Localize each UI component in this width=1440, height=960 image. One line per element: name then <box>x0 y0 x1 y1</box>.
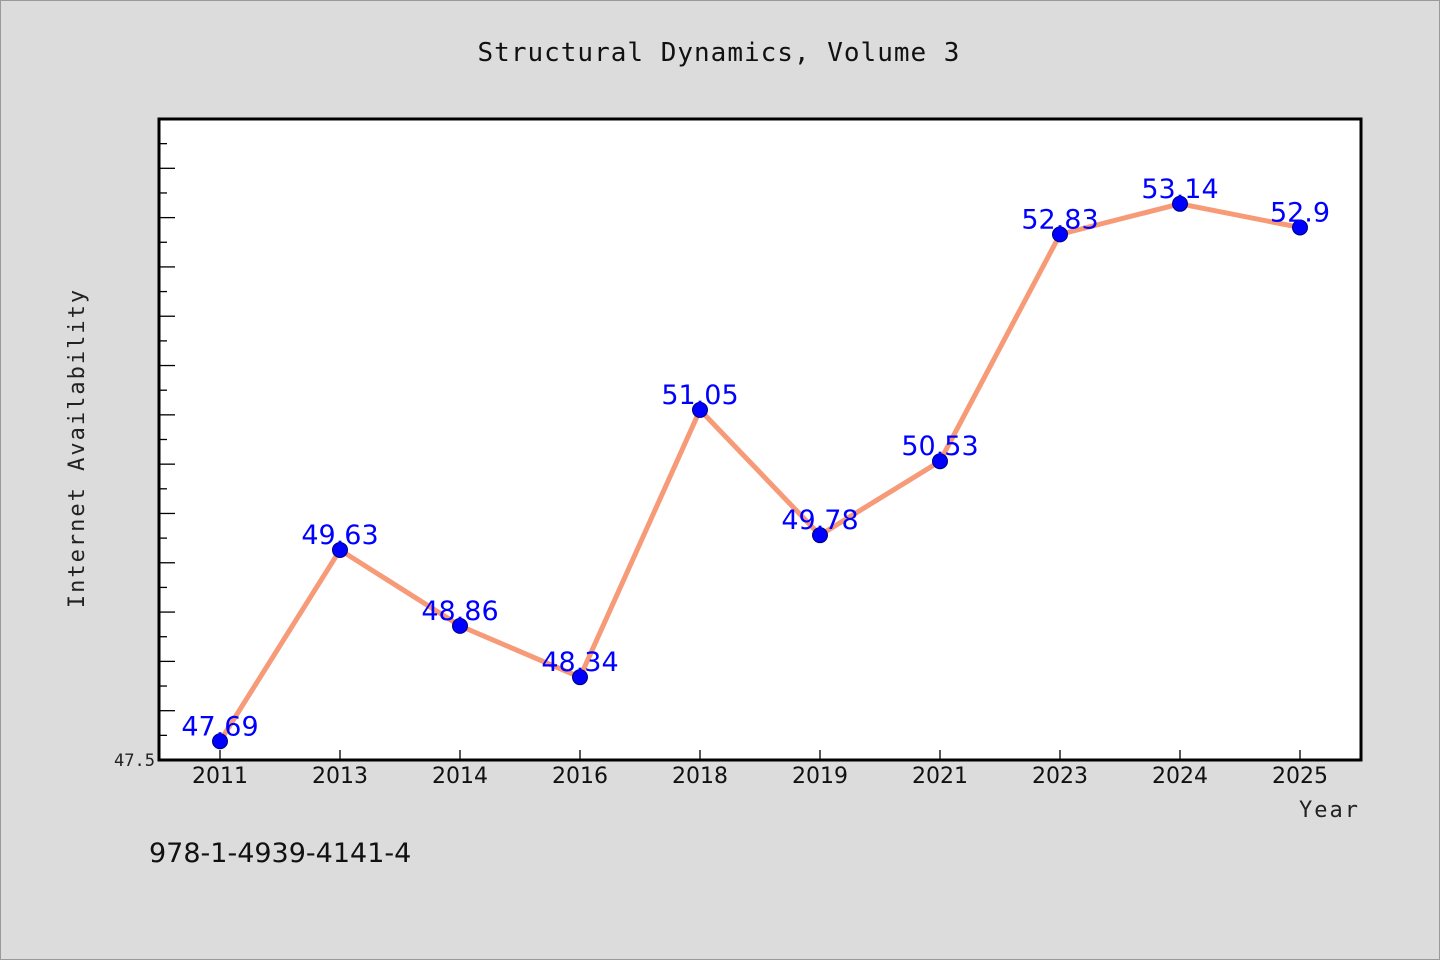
chart-title: Structural Dynamics, Volume 3 <box>478 38 961 68</box>
x-tick-label: 2014 <box>432 764 488 789</box>
x-tick-label: 2011 <box>192 764 248 789</box>
data-point-marker <box>212 733 228 750</box>
y-tick-label: 47.5 <box>114 751 155 771</box>
x-tick-label: 2013 <box>312 764 368 789</box>
y-axis-label: Internet Availability <box>65 288 90 608</box>
data-point-marker <box>932 453 948 470</box>
x-tick-label: 2024 <box>1152 764 1208 789</box>
y-axis-ticks <box>159 118 175 761</box>
x-tick-label: 2018 <box>672 764 728 789</box>
data-point-marker <box>1172 195 1188 212</box>
data-point-marker <box>692 401 708 418</box>
data-point-marker <box>1052 226 1068 243</box>
data-label: 49.78 <box>781 505 858 536</box>
isbn-footer-text: 978-1-4939-4141-4 <box>149 838 411 869</box>
data-point-marker <box>572 669 588 686</box>
data-label: 49.63 <box>301 520 378 551</box>
data-label: 52.83 <box>1021 204 1098 235</box>
x-axis-label: Year <box>1299 798 1360 823</box>
x-tick-label: 2019 <box>792 764 848 789</box>
data-point-marker <box>812 527 828 544</box>
x-tick-label: 2023 <box>1032 764 1088 789</box>
data-label: 53.14 <box>1141 174 1218 205</box>
data-label: 51.05 <box>661 380 738 411</box>
y-axis-tick-labels: 47.5 <box>114 751 155 771</box>
data-point-marker <box>1292 219 1308 236</box>
plot-area <box>157 117 1363 762</box>
data-label: 48.34 <box>541 647 618 678</box>
data-point-marker <box>332 541 348 558</box>
x-tick-label: 2025 <box>1272 764 1328 789</box>
data-label: 50.53 <box>901 431 978 462</box>
data-point-marker <box>452 617 468 634</box>
x-tick-label: 2016 <box>552 764 608 789</box>
x-axis-tick-labels: 2011 2013 2014 2016 2018 2019 2021 2023 2024 2025 <box>192 764 1328 789</box>
data-label: 52.9 <box>1270 197 1330 228</box>
series-line <box>217 201 1303 744</box>
data-label: 48.86 <box>421 596 498 627</box>
data-labels-layer: 47.69 49.63 48.86 48.34 51.05 49.78 50.53 52.83… <box>181 174 1330 742</box>
series-layer <box>217 201 1303 744</box>
markers-layer <box>212 195 1308 750</box>
x-tick-label: 2021 <box>912 764 968 789</box>
x-axis-ticks <box>219 750 1301 760</box>
data-label: 47.69 <box>181 711 258 742</box>
